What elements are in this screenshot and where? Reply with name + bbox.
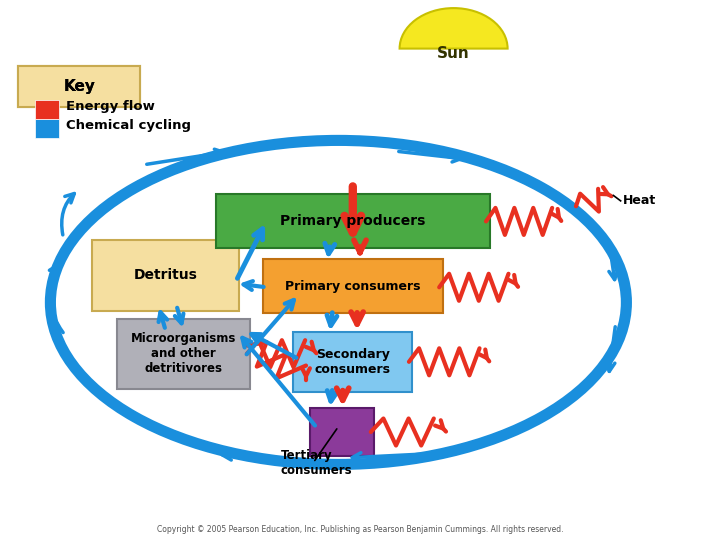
Text: Chemical cycling: Chemical cycling xyxy=(66,119,192,132)
Text: Key: Key xyxy=(63,79,95,94)
Text: Secondary
consumers: Secondary consumers xyxy=(315,348,391,376)
FancyBboxPatch shape xyxy=(310,408,374,456)
Text: Tertiary
consumers: Tertiary consumers xyxy=(281,449,352,477)
Text: Primary consumers: Primary consumers xyxy=(285,280,420,293)
FancyBboxPatch shape xyxy=(18,66,140,106)
Text: Microorganisms
and other
detritivores: Microorganisms and other detritivores xyxy=(131,332,236,375)
Text: Heat: Heat xyxy=(623,194,656,207)
Text: Energy flow: Energy flow xyxy=(66,100,155,113)
FancyBboxPatch shape xyxy=(263,259,443,313)
FancyBboxPatch shape xyxy=(117,319,251,389)
FancyBboxPatch shape xyxy=(35,100,59,119)
FancyBboxPatch shape xyxy=(92,240,239,310)
Text: Key: Key xyxy=(63,79,95,94)
Text: Primary producers: Primary producers xyxy=(280,214,426,228)
Text: Sun: Sun xyxy=(437,46,470,62)
FancyBboxPatch shape xyxy=(18,66,140,106)
Wedge shape xyxy=(400,8,508,49)
FancyBboxPatch shape xyxy=(216,194,490,248)
Text: Copyright © 2005 Pearson Education, Inc. Publishing as Pearson Benjamin Cummings: Copyright © 2005 Pearson Education, Inc.… xyxy=(157,524,563,534)
FancyBboxPatch shape xyxy=(294,332,412,392)
FancyBboxPatch shape xyxy=(35,119,59,138)
Text: Detritus: Detritus xyxy=(134,268,197,282)
